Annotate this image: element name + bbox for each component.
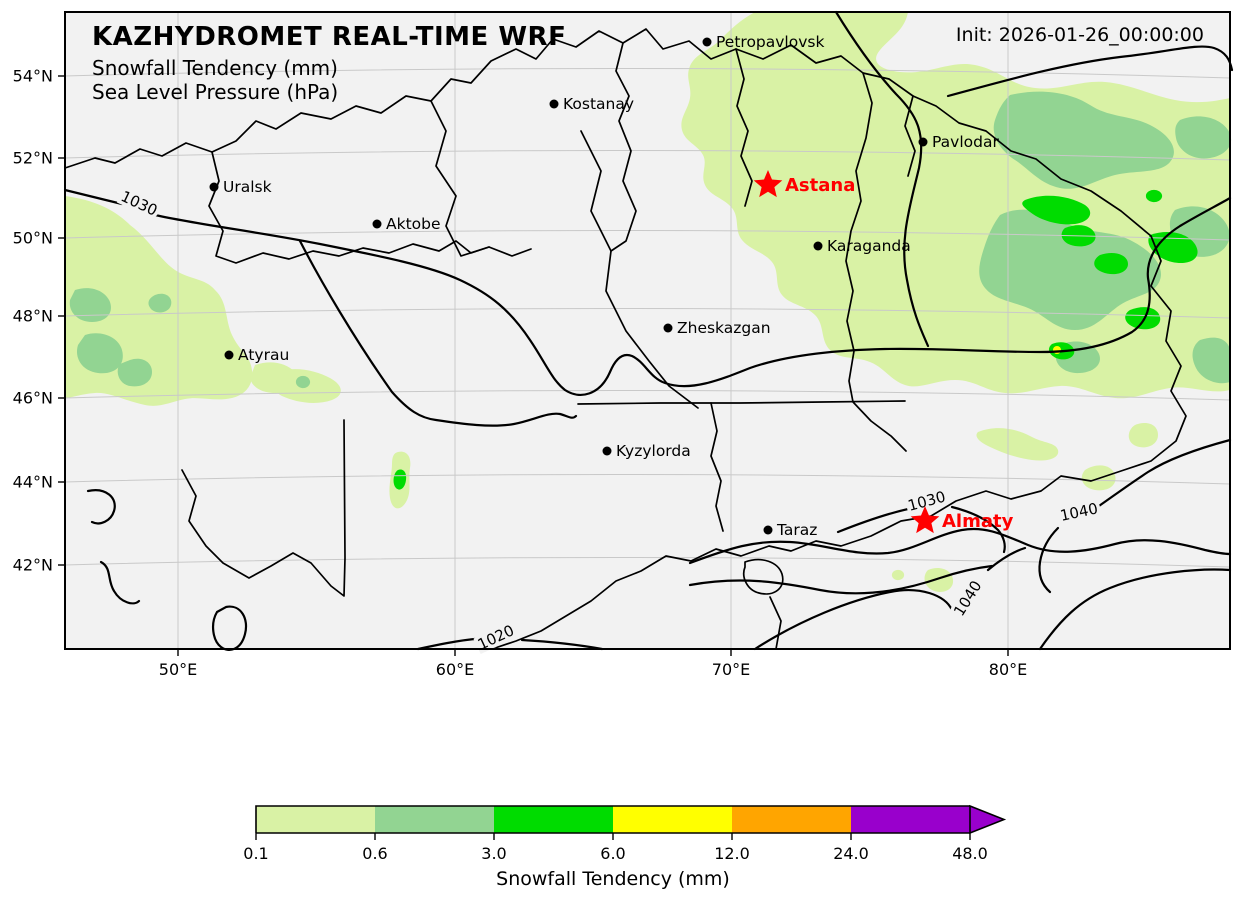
colorbar-title: Snowfall Tendency (mm) bbox=[496, 868, 730, 890]
city-dot bbox=[209, 182, 219, 192]
colorbar-tick-label: 0.6 bbox=[362, 844, 387, 863]
highlight-city-label: Almaty bbox=[942, 511, 1014, 532]
colorbar-tick-label: 6.0 bbox=[600, 844, 625, 863]
map-frame bbox=[64, 11, 1231, 650]
city-dot bbox=[918, 137, 928, 147]
colorbar-segment bbox=[375, 806, 494, 833]
map-title: KAZHYDROMET REAL-TIME WRF bbox=[92, 22, 567, 52]
highlight-city-markers: Astana Almaty bbox=[753, 170, 1014, 534]
x-tick-label: 80°E bbox=[989, 660, 1027, 679]
colorbar: 0.1 0.6 3.0 6.0 12.0 24.0 48.0 Snowfall Tendenc… bbox=[243, 804, 1007, 890]
parallel-gridline bbox=[64, 229, 1231, 241]
axis-ticks: 54°N 52°N 50°N 48°N 46°N 44°N 42°N 50°E 60°E 70°E… bbox=[13, 67, 1028, 680]
colorbar-segment bbox=[613, 806, 732, 833]
parallel-gridline bbox=[64, 556, 1231, 568]
x-tick-label: 50°E bbox=[159, 660, 197, 679]
colorbar-segment bbox=[494, 806, 613, 833]
snowfall-area-bright bbox=[393, 189, 1198, 490]
parallel-gridline bbox=[64, 67, 1231, 79]
city-label: Karaganda bbox=[827, 237, 911, 255]
init-timestamp: Init: 2026-01-26_00:00:00 bbox=[955, 24, 1204, 46]
y-tick-label: 42°N bbox=[13, 556, 53, 575]
y-tick-label: 54°N bbox=[13, 67, 53, 86]
city-label: Zheskazgan bbox=[677, 319, 771, 337]
city-dot bbox=[602, 446, 612, 456]
city-dot bbox=[763, 525, 773, 535]
pressure-contours bbox=[63, 10, 1234, 651]
x-tick-label: 70°E bbox=[712, 660, 750, 679]
city-label: Uralsk bbox=[223, 178, 272, 196]
colorbar-segment bbox=[732, 806, 851, 833]
city-label: Kyzylorda bbox=[616, 442, 691, 460]
x-tick-label: 60°E bbox=[436, 660, 474, 679]
map-subtitle-pressure: Sea Level Pressure (hPa) bbox=[92, 80, 339, 104]
y-tick-label: 44°N bbox=[13, 473, 53, 492]
parallel-gridline bbox=[64, 149, 1231, 161]
city-dot bbox=[813, 241, 823, 251]
y-tick-label: 46°N bbox=[13, 389, 53, 408]
city-dot bbox=[372, 219, 382, 229]
colorbar-arrow bbox=[969, 804, 1007, 835]
parallel-gridline bbox=[64, 389, 1231, 401]
city-label: Pavlodar bbox=[932, 133, 999, 151]
city-label: Kostanay bbox=[563, 95, 634, 113]
parallel-gridline bbox=[64, 307, 1231, 319]
city-label: Petropavlovsk bbox=[716, 33, 824, 51]
colorbar-tick-label: 48.0 bbox=[952, 844, 988, 863]
colorbar-segment bbox=[851, 806, 970, 833]
map-subtitle-snowfall: Snowfall Tendency (mm) bbox=[92, 56, 338, 80]
y-tick-label: 50°N bbox=[13, 229, 53, 248]
parallel-gridline bbox=[64, 473, 1231, 485]
colorbar-tick-label: 3.0 bbox=[481, 844, 506, 863]
graticule-gridlines bbox=[64, 12, 1231, 649]
y-tick-label: 48°N bbox=[13, 307, 53, 326]
city-label: Taraz bbox=[776, 521, 817, 539]
highlight-city-label: Astana bbox=[785, 175, 855, 196]
highlight-city-star-icon bbox=[753, 170, 783, 198]
city-markers: Petropavlovsk Kostanay Pavlodar Uralsk Aktob… bbox=[209, 33, 999, 539]
city-dot bbox=[224, 350, 234, 360]
city-label: Aktobe bbox=[386, 215, 441, 233]
city-dot bbox=[549, 99, 559, 109]
snowfall-area-medium bbox=[69, 91, 1232, 389]
colorbar-tick-label: 12.0 bbox=[714, 844, 750, 863]
city-dot bbox=[663, 323, 673, 333]
snowfall-area-yellow-spot bbox=[1053, 346, 1061, 354]
city-dot bbox=[702, 37, 712, 47]
y-tick-label: 52°N bbox=[13, 149, 53, 168]
colorbar-tick-label: 24.0 bbox=[833, 844, 869, 863]
colorbar-segment bbox=[256, 806, 375, 833]
city-label: Atyrau bbox=[238, 346, 289, 364]
highlight-city-star-icon bbox=[910, 506, 940, 534]
colorbar-tick-label: 0.1 bbox=[243, 844, 268, 863]
